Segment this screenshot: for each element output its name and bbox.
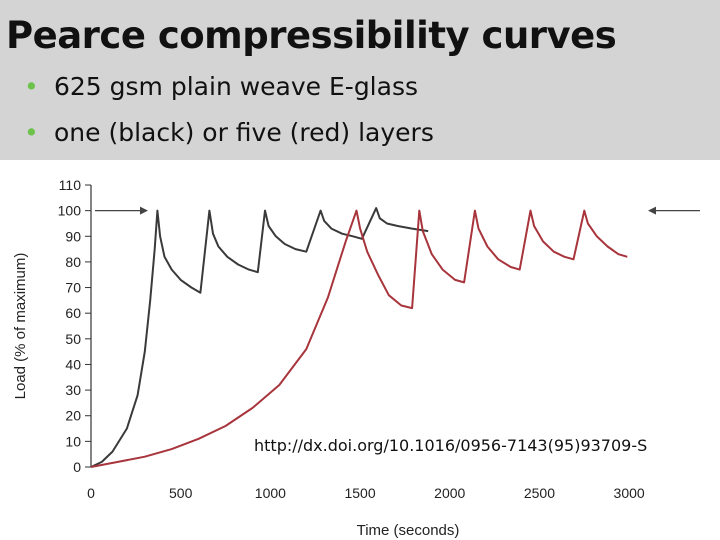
y-tick-label: 30 [65, 382, 81, 398]
bullet-text: 625 gsm plain weave E-glass [54, 72, 419, 101]
x-tick-label: 1000 [255, 485, 286, 501]
x-tick-label: 500 [169, 485, 193, 501]
slide-title: Pearce compressibility curves [6, 14, 617, 57]
y-tick-label: 100 [58, 203, 82, 219]
y-tick-label: 0 [73, 459, 81, 475]
y-tick-label: 20 [65, 408, 81, 424]
arrow-head-left-icon [648, 206, 656, 215]
x-tick-label: 2000 [434, 485, 465, 501]
x-tick-label: 3000 [614, 485, 645, 501]
y-tick-label: 10 [65, 433, 81, 449]
compressibility-chart: 0 10 20 30 40 50 60 70 80 90 100 110 0 500 1000 1500 200… [12, 177, 700, 539]
y-tick-label: 110 [59, 177, 82, 193]
bullet-item-layers: • one (black) or five (red) layers [24, 118, 434, 147]
y-tick-label: 50 [65, 331, 81, 347]
bullet-text: one (black) or five (red) layers [54, 118, 434, 147]
bullet-dot-icon: • [24, 72, 39, 101]
arrow-head-right-icon [140, 206, 148, 215]
series-line-0 [90, 207, 429, 468]
bullet-item-material: • 625 gsm plain weave E-glass [24, 72, 418, 101]
y-tick-label: 90 [65, 228, 81, 244]
y-tick-label: 80 [65, 254, 81, 270]
y-tick-label: 40 [65, 356, 81, 372]
y-tick-label: 60 [65, 305, 81, 321]
x-tick-label: 0 [87, 485, 95, 501]
bullet-dot-icon: • [24, 118, 39, 147]
series-line-1 [90, 209, 628, 468]
source-doi-link[interactable]: http://dx.doi.org/10.1016/0956-7143(95)9… [252, 436, 650, 455]
x-axis-label: Time (seconds) [357, 522, 460, 539]
x-tick-label: 2500 [524, 485, 555, 501]
header-band [0, 0, 720, 160]
y-axis-label: Load (% of maximum) [12, 253, 29, 400]
x-tick-label: 1500 [344, 485, 375, 501]
y-tick-label: 70 [65, 280, 81, 296]
